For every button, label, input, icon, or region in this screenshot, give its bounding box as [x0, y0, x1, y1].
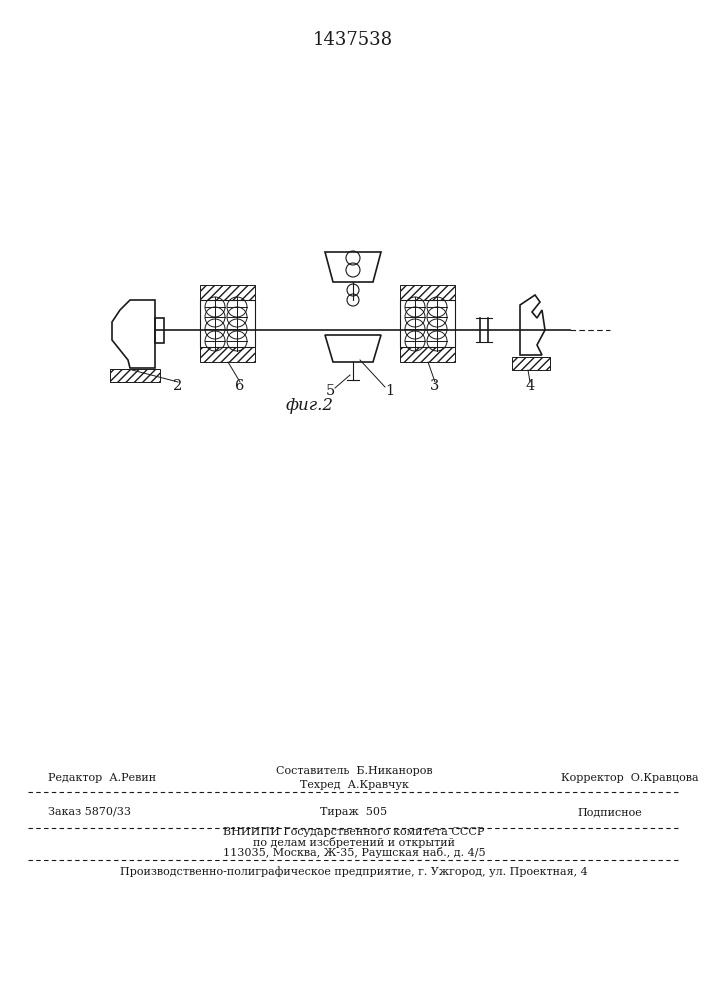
Text: Редактор  А.Ревин: Редактор А.Ревин — [48, 773, 156, 783]
Text: 6: 6 — [235, 379, 245, 393]
Text: Техред  А.Кравчук: Техред А.Кравчук — [300, 780, 409, 790]
Bar — [110, 369, 160, 382]
Text: фиг.2: фиг.2 — [286, 396, 334, 414]
Bar — [400, 300, 455, 347]
Text: 3: 3 — [431, 379, 440, 393]
Bar — [200, 300, 255, 347]
Bar — [155, 318, 164, 343]
Text: 113035, Москва, Ж-35, Раушская наб., д. 4/5: 113035, Москва, Ж-35, Раушская наб., д. … — [223, 846, 485, 857]
Text: 1: 1 — [385, 384, 395, 398]
Text: Производственно-полиграфическое предприятие, г. Ужгород, ул. Проектная, 4: Производственно-полиграфическое предприя… — [120, 867, 588, 877]
Text: 2: 2 — [173, 379, 182, 393]
Text: 4: 4 — [525, 379, 534, 393]
Text: ВНИИПИ Государственного комитета СССР: ВНИИПИ Государственного комитета СССР — [223, 827, 485, 837]
Bar — [400, 347, 455, 362]
Text: Тираж  505: Тираж 505 — [320, 807, 387, 817]
Bar — [400, 285, 455, 300]
Text: 5: 5 — [325, 384, 334, 398]
Text: по делам изсбретений и открытий: по делам изсбретений и открытий — [253, 836, 455, 848]
Text: Составитель  Б.Никаноров: Составитель Б.Никаноров — [276, 766, 432, 776]
Bar — [512, 357, 550, 370]
Bar — [200, 347, 255, 362]
Text: Корректор  О.Кравцова: Корректор О.Кравцова — [561, 773, 699, 783]
Text: Заказ 5870/33: Заказ 5870/33 — [48, 807, 131, 817]
Text: 1437538: 1437538 — [313, 31, 393, 49]
Text: Подписное: Подписное — [578, 807, 643, 817]
Bar — [200, 285, 255, 300]
